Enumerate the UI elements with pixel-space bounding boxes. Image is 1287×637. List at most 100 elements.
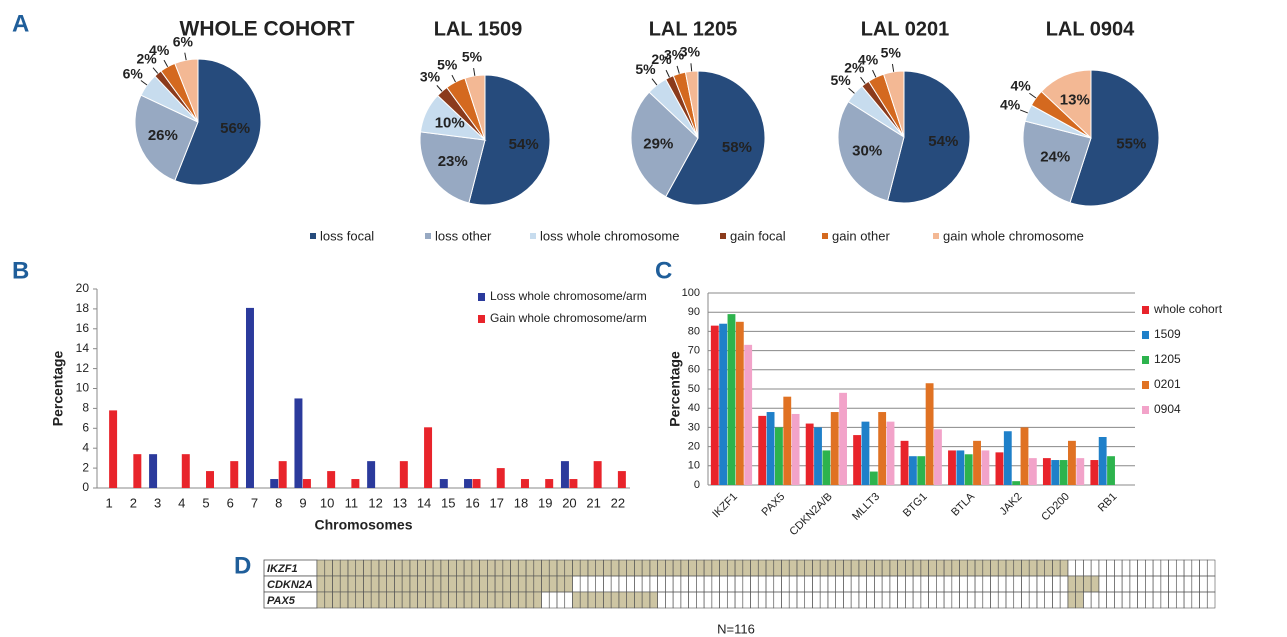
cell-border (905, 591, 914, 609)
x-tick-label: IKZF1 (710, 491, 740, 521)
pie-slice (464, 74, 486, 141)
data-label: 6% (123, 65, 144, 81)
data-label: 5% (635, 61, 656, 77)
leader-line (140, 80, 148, 86)
cell-border (804, 591, 813, 609)
cell-border (1114, 559, 1123, 577)
cell-border (579, 575, 589, 593)
data-label: 5% (831, 72, 852, 88)
chart-title: LAL 0904 (1046, 18, 1135, 40)
bar (900, 440, 909, 485)
cell-border (1175, 559, 1185, 577)
cell-border (1059, 575, 1069, 593)
cell-border (788, 575, 798, 593)
x-tick-label: 1 (105, 495, 112, 510)
bar (1020, 427, 1029, 485)
data-label: 5% (437, 57, 458, 73)
legend-label: 0201 (1154, 377, 1181, 391)
cell-border (1098, 559, 1107, 577)
altered-cells (317, 576, 573, 592)
pie-slice (886, 70, 971, 204)
bar (149, 454, 158, 488)
pie-slice (1040, 69, 1092, 140)
cell-border (696, 591, 705, 609)
y-tick-label: 18 (76, 301, 90, 315)
bar (1098, 437, 1107, 485)
data-label: 29% (643, 135, 673, 152)
cell-border (541, 591, 550, 609)
cell-border (1036, 575, 1045, 593)
pie-slice (134, 94, 199, 182)
y-tick-label: 12 (76, 361, 90, 375)
cell-border (1183, 559, 1193, 577)
data-label: 4% (149, 42, 170, 58)
cell-border (1114, 575, 1123, 593)
bar (758, 415, 767, 485)
data-label: 4% (858, 51, 879, 67)
y-axis-title: Percentage (50, 351, 66, 427)
cell-border (1005, 591, 1015, 609)
cell-border (835, 575, 844, 593)
bar (719, 323, 728, 485)
cell-border (773, 591, 782, 609)
cell-border (1145, 591, 1154, 609)
cell-border (1021, 591, 1030, 609)
cell-border (657, 575, 666, 593)
data-label: 26% (148, 127, 178, 144)
cell-border (997, 591, 1007, 609)
chart-title: LAL 0201 (861, 18, 950, 40)
cell-border (1013, 591, 1022, 609)
bar (805, 423, 814, 485)
cell-border (936, 575, 945, 593)
bar (766, 412, 775, 485)
bar (964, 454, 973, 485)
leader-line (1020, 109, 1028, 114)
cell-border (866, 591, 875, 609)
cell-border (1191, 575, 1200, 593)
cell-border (742, 591, 751, 609)
bar (133, 454, 142, 488)
x-tick-label: 14 (417, 495, 431, 510)
cell-border (1199, 575, 1208, 593)
y-tick-label: 0 (694, 479, 700, 491)
x-tick-label: 10 (320, 495, 334, 510)
bar (1028, 458, 1037, 485)
y-tick-label: 90 (688, 306, 700, 318)
legend-label: whole cohort (1153, 302, 1223, 316)
bar (744, 344, 753, 485)
bar (727, 314, 736, 485)
cell-border (750, 575, 759, 593)
legend-swatch (1142, 406, 1149, 414)
cell-border (781, 575, 790, 593)
leader-line (163, 59, 169, 68)
bar (861, 421, 870, 485)
cell-border (556, 591, 566, 609)
bar (245, 307, 254, 488)
panel-letter: A (12, 10, 29, 37)
legend-swatch (720, 233, 726, 239)
y-tick-label: 2 (82, 460, 89, 474)
bar (496, 468, 505, 488)
bar (995, 452, 1004, 485)
cell-border (951, 575, 960, 593)
bar (1012, 481, 1021, 485)
cell-border (1098, 575, 1107, 593)
bar (1051, 460, 1060, 485)
legend-label: loss whole chromosome (540, 228, 679, 243)
cell-border (850, 591, 860, 609)
bar (981, 450, 990, 485)
data-label: 3% (420, 68, 441, 84)
y-tick-label: 50 (688, 383, 700, 395)
y-tick-label: 20 (688, 441, 700, 453)
panel-letter: D (234, 552, 251, 579)
bar (230, 461, 239, 488)
leader-line (860, 76, 866, 84)
x-tick-label: 17 (490, 495, 504, 510)
cell-border (1121, 575, 1131, 593)
cell-border (889, 591, 898, 609)
pie-slice (630, 91, 699, 198)
cell-border (1175, 575, 1185, 593)
bar (560, 461, 569, 488)
bar (869, 471, 878, 485)
cell-border (688, 575, 697, 593)
